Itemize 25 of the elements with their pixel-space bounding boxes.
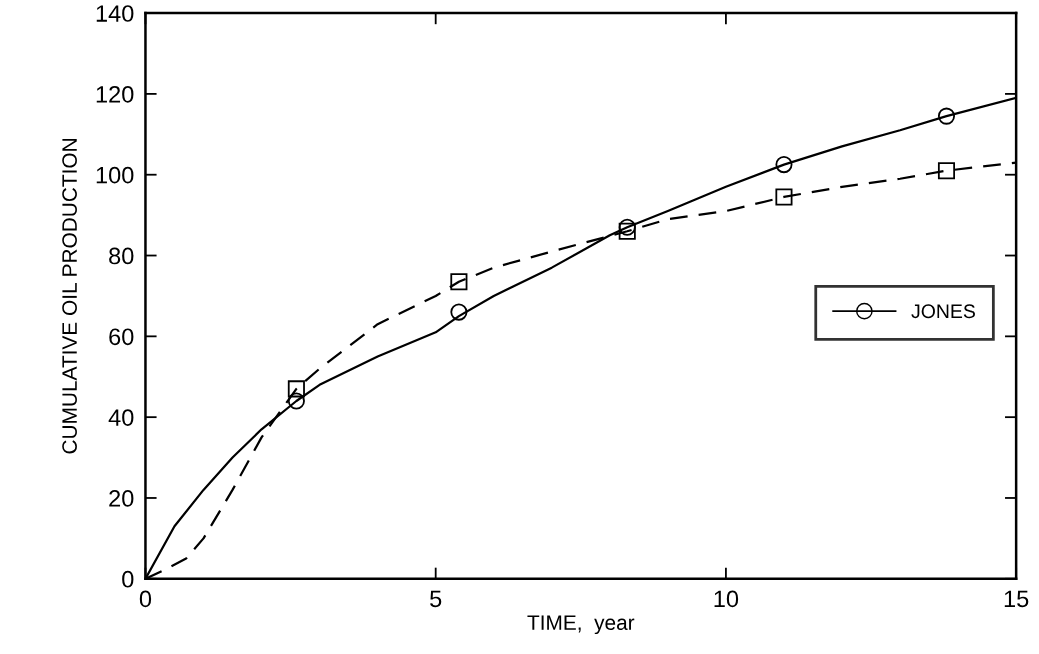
legend-label: JONES xyxy=(911,304,975,319)
y-axis-title: CUMULATIVE OIL PRODUCTION xyxy=(62,139,77,454)
point xyxy=(618,218,636,236)
y-tick-label: 80 xyxy=(109,247,134,265)
point xyxy=(937,107,956,125)
point xyxy=(775,188,793,206)
point xyxy=(287,380,305,398)
x-axis-title: TIME, year xyxy=(527,615,635,635)
y-tick-label: 0 xyxy=(122,570,134,588)
y-tick-label: 60 xyxy=(109,328,134,346)
point xyxy=(287,392,305,410)
point xyxy=(450,303,468,321)
x-tick-label: 0 xyxy=(139,590,152,608)
y-tick-label: 120 xyxy=(96,85,134,103)
y-tick-label: 100 xyxy=(96,166,134,184)
x-tick-label: 10 xyxy=(714,590,739,608)
y-tick-label: 40 xyxy=(108,409,134,426)
x-tick-label: 15 xyxy=(1004,590,1029,608)
point xyxy=(937,162,956,180)
x-tick-label: 5 xyxy=(430,590,442,608)
y-tick-label: 20 xyxy=(109,490,134,507)
y-tick-label: 140 xyxy=(96,5,134,22)
point xyxy=(775,156,793,174)
point xyxy=(618,222,636,240)
point xyxy=(450,273,468,291)
